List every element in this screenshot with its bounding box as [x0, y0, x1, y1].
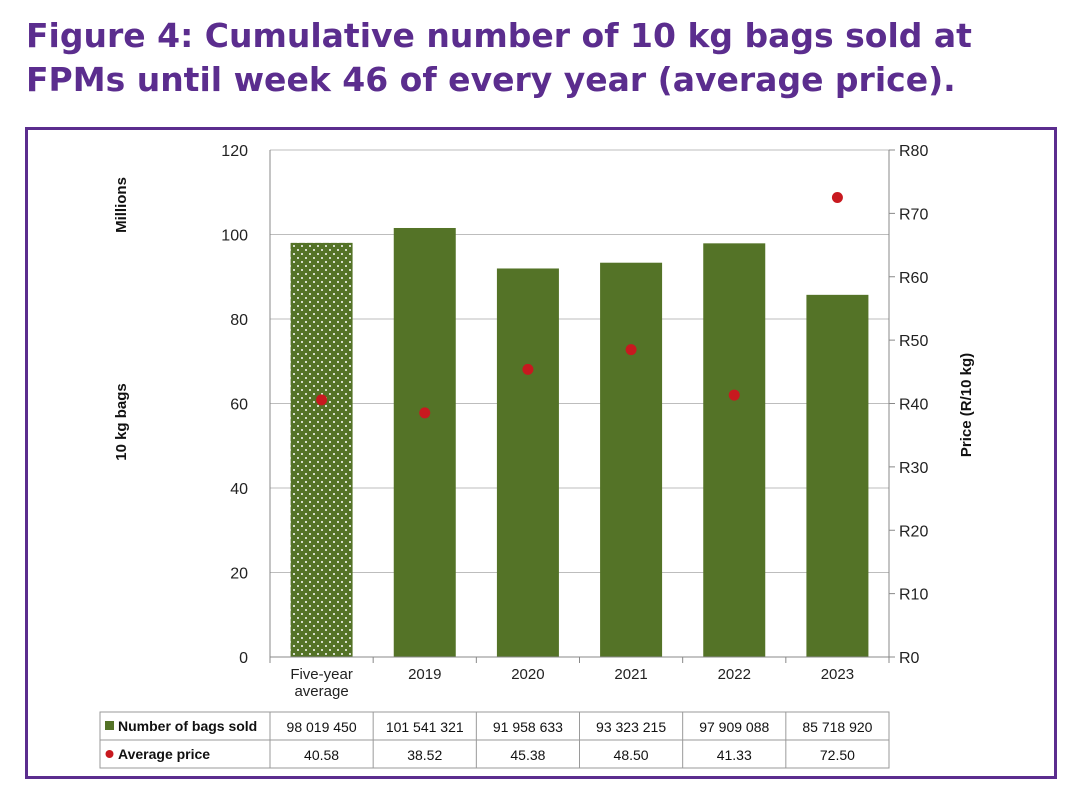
table-cell-price: 45.38	[510, 747, 545, 763]
right-tick-label: R0	[899, 650, 920, 667]
bars	[290, 227, 869, 657]
table-cell-bags: 93 323 215	[596, 719, 666, 735]
table-cell-bags: 98 019 450	[287, 719, 357, 735]
left-tick-label: 20	[230, 566, 248, 583]
category-label: 2020	[511, 666, 544, 683]
table-cell-price: 41.33	[717, 747, 752, 763]
legend-label-bags: Number of bags sold	[118, 718, 257, 734]
right-axis-title: Price (R/10 kg)	[958, 353, 975, 457]
left-tick-label: 40	[230, 481, 248, 498]
right-tick-label: R40	[899, 397, 928, 414]
axes: 0 20 40 60 80 100 120 R0 R10 R20 R30 R40 R50 R60 R70 R8…	[221, 143, 928, 700]
price-dot	[625, 344, 637, 356]
table-cell-price: 40.58	[304, 747, 339, 763]
right-tick-label: R50	[899, 333, 928, 350]
category-label: 2021	[614, 666, 647, 683]
right-tick-label: R30	[899, 460, 928, 477]
left-axis-units-label: Millions	[113, 177, 130, 233]
legend-label-price: Average price	[118, 746, 210, 762]
bar-2021	[600, 262, 663, 657]
price-dot	[419, 407, 431, 419]
category-label: average	[294, 683, 348, 700]
table-cell-price: 48.50	[614, 747, 649, 763]
figure-title: Figure 4: Cumulative number of 10 kg bag…	[26, 16, 972, 99]
right-tick-label: R20	[899, 523, 928, 540]
left-tick-label: 0	[239, 650, 248, 667]
table-cell-bags: 101 541 321	[386, 719, 464, 735]
category-label: 2019	[408, 666, 441, 683]
bar-five-year-average	[290, 242, 353, 657]
table-cell-bags: 97 909 088	[699, 719, 769, 735]
left-tick-label: 80	[230, 312, 248, 329]
gridlines	[270, 149, 889, 573]
left-tick-label: 100	[221, 228, 248, 245]
legend-key-bags	[105, 721, 114, 730]
category-label: 2023	[821, 666, 854, 683]
bar-2020	[496, 268, 559, 657]
left-tick-label: 120	[221, 143, 248, 160]
price-dot	[316, 394, 328, 406]
data-table: Number of bags sold Average price 98 019 4…	[99, 711, 890, 769]
right-tick-label: R70	[899, 206, 928, 223]
bar-2023	[806, 294, 869, 657]
price-dot	[831, 192, 843, 204]
price-dot	[522, 363, 534, 375]
right-tick-label: R80	[899, 143, 928, 160]
bar-2022	[703, 243, 766, 657]
left-axis-title: 10 kg bags	[113, 383, 130, 461]
bar-2019	[393, 227, 456, 657]
left-tick-label: 60	[230, 397, 248, 414]
legend-key-price	[105, 750, 114, 758]
table-cell-bags: 91 958 633	[493, 719, 563, 735]
right-tick-label: R10	[899, 587, 928, 604]
chart-frame	[25, 127, 1057, 779]
price-dots	[316, 192, 843, 419]
table-cell-price: 38.52	[407, 747, 442, 763]
price-dot	[728, 389, 740, 401]
table-cell-bags: 85 718 920	[802, 719, 872, 735]
right-tick-label: R60	[899, 270, 928, 287]
table-cell-price: 72.50	[820, 747, 855, 763]
category-label: 2022	[718, 666, 751, 683]
category-label: Five-year	[290, 666, 353, 683]
